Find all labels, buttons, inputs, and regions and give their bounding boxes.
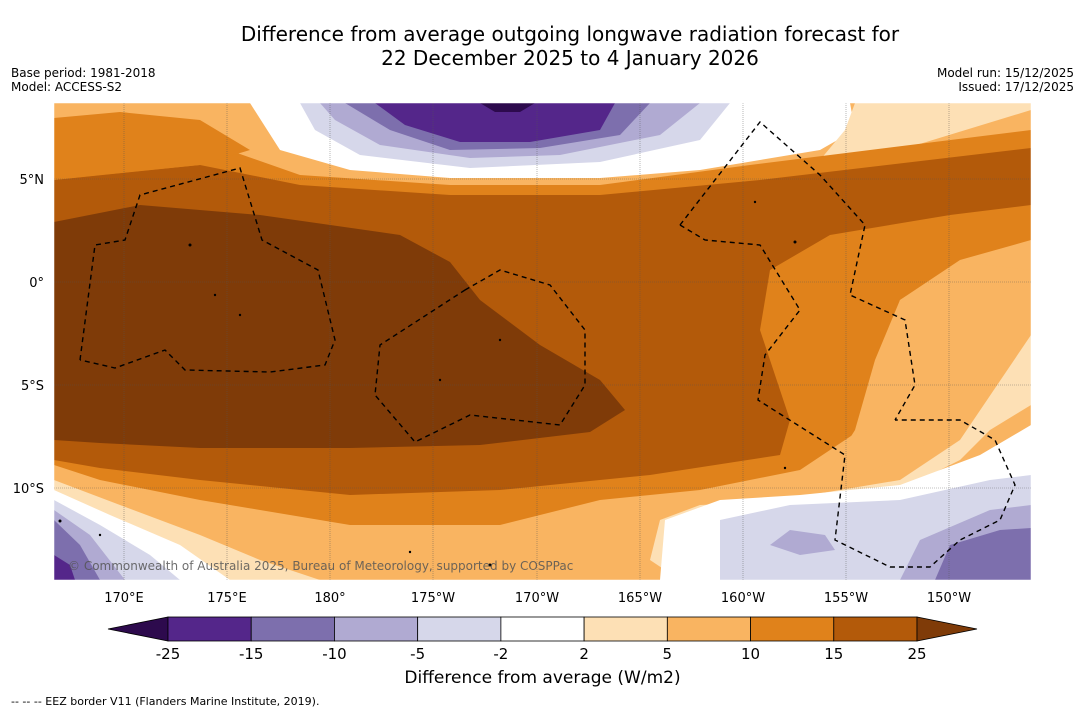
lat-label: 5°N <box>20 173 45 188</box>
title-line-1: Difference from average outgoing longwav… <box>240 22 900 46</box>
map-title: Difference from average outgoing longwav… <box>120 22 1020 70</box>
colorbar-tick-label: -2 <box>493 645 508 663</box>
colorbar-tick-label: 25 <box>907 645 926 663</box>
model-run: Model run: 15/12/2025 <box>936 66 1074 80</box>
band-neg25-north <box>480 103 535 112</box>
band-5-10-east <box>830 262 1031 475</box>
meta-right: Model run: 15/12/2025 Issued: 17/12/2025 <box>937 66 1074 94</box>
colorbar-extend-low <box>107 616 169 642</box>
colorbar-segment <box>334 616 419 642</box>
colorbar-tick-label: -25 <box>156 645 181 663</box>
lat-label: 10°S <box>13 482 44 497</box>
colorbar-tick-label: 2 <box>579 645 589 663</box>
contour-fill-layer <box>54 103 1031 580</box>
colorbar-segment <box>666 616 751 642</box>
colorbar-tick-label: -15 <box>239 645 264 663</box>
colorbar-segment <box>750 616 835 642</box>
colorbar-tick-label: 5 <box>663 645 673 663</box>
colorbar-segment <box>500 616 585 642</box>
lon-label: 175°W <box>411 591 455 606</box>
colorbar-extend-high <box>916 616 978 642</box>
lon-label: 165°W <box>618 591 662 606</box>
lon-labels: 170°E 175°E 180° 175°W 170°W 165°W 160°W… <box>104 591 971 606</box>
colorbar-tick-label: -10 <box>322 645 347 663</box>
band-10-15-west <box>54 112 250 180</box>
lon-label: 160°W <box>721 591 765 606</box>
base-period: Base period: 1981-2018 <box>11 66 156 80</box>
model-name: Model: ACCESS-S2 <box>11 80 123 94</box>
colorbar-segment <box>250 616 335 642</box>
colorbar: -25 -15 -10 -5 -2 2 5 10 15 25 <box>107 616 978 663</box>
title-line-2: 22 December 2025 to 4 January 2026 <box>381 46 759 70</box>
band-2-5-ne <box>820 103 1031 160</box>
band-neg15-sw <box>54 555 75 580</box>
lat-label: 0° <box>29 276 44 291</box>
lat-label: 5°S <box>21 379 44 394</box>
lat-labels: 5°N 0° 5°S 10°S <box>13 173 44 497</box>
lon-label: 175°E <box>207 591 247 606</box>
band-gt25 <box>54 205 625 448</box>
lon-label: 150°W <box>927 591 971 606</box>
colorbar-segment <box>833 616 918 642</box>
colorbar-segment <box>583 616 668 642</box>
issued-date: Issued: 17/12/2025 <box>958 80 1074 94</box>
colorbar-tick-label: 10 <box>741 645 760 663</box>
lon-label: 170°W <box>515 591 559 606</box>
colorbar-segment <box>167 616 252 642</box>
lon-label: 180° <box>314 591 345 606</box>
islands <box>58 200 797 567</box>
colorbar-tick-label: 15 <box>824 645 843 663</box>
colorbar-label: Difference from average (W/m2) <box>404 668 681 688</box>
meta-left: Base period: 1981-2018 Model: ACCESS-S2 <box>11 66 156 94</box>
copyright-notice: © Commonwealth of Australia 2025, Bureau… <box>68 559 573 573</box>
colorbar-segment <box>417 616 502 642</box>
band-neg10-south <box>935 528 1031 580</box>
graticule <box>54 103 1031 580</box>
lon-label: 155°W <box>824 591 868 606</box>
band-neg15-north <box>375 103 615 142</box>
lon-label: 170°E <box>104 591 144 606</box>
eez-legend: -- -- -- EEZ border V11 (Flanders Marine… <box>11 695 320 708</box>
colorbar-tick-label: -5 <box>410 645 425 663</box>
eez-borders <box>79 120 1016 568</box>
